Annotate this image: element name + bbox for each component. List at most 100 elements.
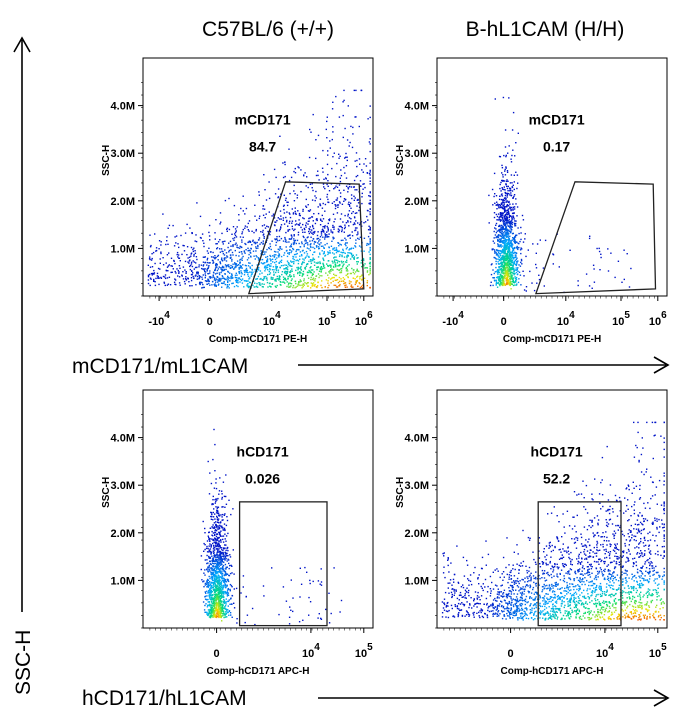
event-dot (214, 277, 216, 279)
event-dot (321, 214, 323, 217)
event-dot (509, 241, 512, 244)
event-dot (309, 245, 312, 248)
event-dot (317, 262, 319, 264)
event-dot (311, 224, 314, 227)
event-dot (339, 283, 341, 286)
event-dot (222, 558, 224, 560)
event-dot (308, 255, 310, 258)
event-dot (491, 263, 493, 265)
event-dot (225, 540, 227, 542)
event-dot (223, 612, 225, 615)
event-dot (505, 271, 508, 274)
event-dot (362, 171, 364, 173)
event-dot (218, 589, 220, 591)
event-dot (236, 244, 238, 246)
event-dot (332, 126, 334, 128)
event-dot (226, 552, 228, 555)
event-dot (292, 597, 294, 599)
event-dot (225, 544, 227, 546)
event-dot (190, 252, 193, 254)
event-dot (520, 258, 523, 261)
event-dot (221, 506, 223, 508)
event-dot (220, 616, 222, 619)
event-dot (218, 542, 220, 544)
event-dot (209, 262, 211, 264)
event-dot (301, 242, 303, 245)
event-dot (499, 213, 502, 215)
event-dot (515, 241, 517, 243)
event-dot (214, 583, 217, 586)
event-dot (268, 273, 271, 275)
event-dot (215, 511, 218, 513)
event-dot (492, 284, 494, 287)
event-dot (217, 542, 219, 544)
event-dot (202, 268, 204, 270)
event-dot (503, 256, 505, 258)
event-dot (224, 555, 227, 558)
event-dot (184, 269, 186, 271)
event-dot (360, 275, 362, 278)
event-dot (508, 225, 510, 228)
event-dot (218, 533, 221, 536)
event-dot (261, 231, 264, 233)
event-dot (321, 286, 323, 289)
event-dot (215, 602, 218, 604)
event-dot (203, 580, 205, 582)
event-dot (249, 241, 252, 243)
event-dot (209, 612, 211, 614)
event-dot (209, 557, 212, 559)
event-dot (223, 584, 225, 586)
event-dot (212, 602, 214, 604)
event-dot (279, 210, 282, 212)
event-dot (357, 202, 360, 204)
event-dot (314, 278, 317, 280)
event-dot (506, 206, 508, 208)
event-dot (508, 200, 510, 203)
event-dot (269, 254, 271, 257)
event-dot (210, 553, 212, 555)
event-dot (303, 280, 305, 282)
event-dot (178, 257, 180, 259)
event-dot (316, 266, 318, 269)
event-dot (248, 220, 251, 222)
event-dot (287, 230, 289, 232)
event-dot (228, 574, 231, 577)
event-dot (519, 265, 522, 267)
event-dot (216, 581, 218, 583)
event-dot (214, 574, 217, 576)
event-dot (507, 263, 509, 265)
event-dot (552, 263, 554, 265)
event-dot (332, 101, 334, 103)
event-dot (166, 236, 168, 238)
event-dot (319, 267, 321, 269)
event-dot (222, 569, 224, 571)
event-dot (488, 222, 490, 224)
event-dot (506, 222, 508, 224)
event-dot (207, 460, 209, 463)
event-dot (219, 592, 221, 595)
event-dot (211, 597, 213, 600)
event-dot (507, 236, 509, 238)
event-dot (502, 220, 504, 223)
event-dot (208, 603, 211, 605)
event-dot (358, 282, 360, 284)
event-dot (268, 247, 271, 250)
event-dot (213, 613, 216, 615)
event-dot (515, 246, 518, 249)
event-dot (267, 273, 269, 276)
event-dot (504, 270, 506, 272)
event-dot (346, 139, 349, 141)
event-dot (206, 264, 208, 266)
event-dot (508, 262, 510, 265)
event-dot (355, 239, 357, 241)
event-dot (210, 586, 212, 589)
event-dot (339, 254, 341, 256)
event-dot (249, 285, 251, 288)
event-dot (220, 610, 223, 612)
event-dot (265, 256, 267, 258)
event-dot (219, 561, 222, 563)
event-dot (288, 222, 291, 224)
event-dot (303, 261, 305, 264)
event-dot (212, 601, 215, 603)
event-dot (366, 284, 368, 287)
